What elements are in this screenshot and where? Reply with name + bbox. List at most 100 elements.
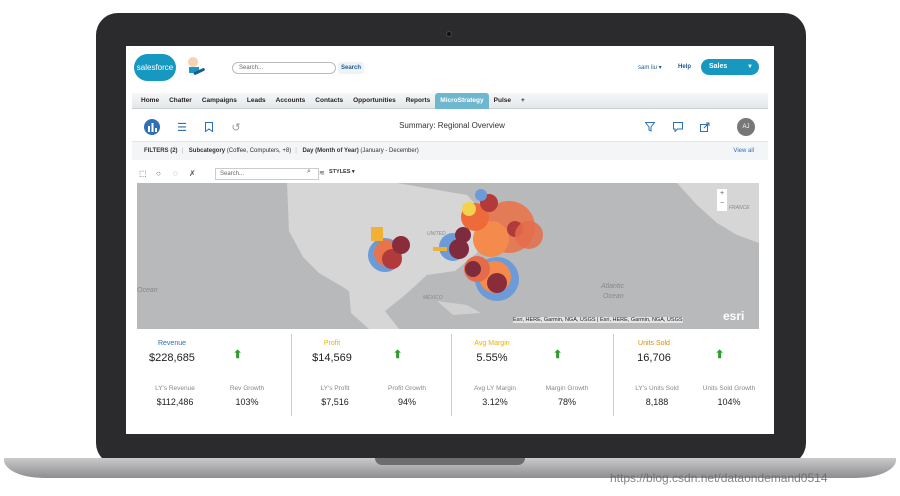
tab-opportunities[interactable]: Opportunities bbox=[353, 96, 396, 104]
kpi-card-revenue[interactable]: Revenue $228,685 ⬆ LY's Revenue $112,486 Rev … bbox=[137, 330, 289, 420]
bookmark-icon[interactable] bbox=[201, 119, 217, 135]
arrow-up-icon: ⬆ bbox=[233, 349, 243, 361]
bubble-cluster-east[interactable] bbox=[433, 189, 543, 301]
camera-icon bbox=[446, 31, 452, 37]
tab-bar: Home Chatter Campaigns Leads Accounts Contact… bbox=[132, 92, 768, 109]
share-icon[interactable] bbox=[697, 119, 713, 135]
kpi-title: Revenue bbox=[157, 340, 187, 347]
search-button[interactable]: Search bbox=[338, 62, 364, 74]
clear-selection-icon[interactable]: ✗ bbox=[189, 169, 196, 178]
kpi-growth-label: Profit Growth bbox=[388, 385, 426, 392]
tab-home[interactable]: Home bbox=[141, 96, 160, 104]
microstrategy-toolbar: ☰ ↺ Summary: Regional Overview AJ bbox=[132, 112, 768, 142]
kpi-growth-value: 103% bbox=[235, 397, 259, 407]
tab-accounts[interactable]: Accounts bbox=[275, 96, 306, 104]
kpi-value: $228,685 bbox=[149, 352, 195, 364]
map-toolbar: ⬚ ○ ◌ ✗ Search... ⌕ ≋ STYLES ▾ bbox=[137, 166, 759, 182]
esri-logo: esri bbox=[723, 309, 745, 323]
filter-day-name: Day (Month of Year) bbox=[302, 148, 359, 154]
comment-icon[interactable] bbox=[670, 119, 686, 135]
user-menu[interactable]: sam liu ▾ bbox=[638, 65, 662, 71]
filter-icon[interactable] bbox=[642, 119, 658, 135]
bubble-map[interactable]: + − UNITED MÉXICO Atlantic Ocean Ocean FR… bbox=[137, 183, 759, 329]
watermark-text: https://blog.csdn.net/dataondemand0514 bbox=[610, 471, 828, 485]
arrow-up-icon: ⬆ bbox=[553, 349, 563, 361]
map-zoom-control[interactable]: + − bbox=[717, 189, 727, 211]
kpi-growth-value: 78% bbox=[557, 397, 576, 407]
arrow-up-icon: ⬆ bbox=[393, 349, 403, 361]
tab-microstrategy[interactable]: MicroStrategy bbox=[435, 92, 489, 109]
kpi-ly-label: LY's Revenue bbox=[155, 385, 195, 392]
tab-reports[interactable]: Reports bbox=[405, 96, 431, 104]
layers-icon[interactable]: ≋ bbox=[319, 170, 325, 177]
tab-leads[interactable]: Leads bbox=[246, 96, 266, 104]
kpi-divider bbox=[291, 334, 292, 416]
filter-subcategory-name: Subcategory bbox=[188, 148, 226, 154]
styles-dropdown[interactable]: STYLES ▾ bbox=[329, 169, 355, 175]
help-link[interactable]: Help bbox=[678, 64, 692, 70]
kpi-growth-value: 104% bbox=[717, 397, 741, 407]
map-label-mexico: MÉXICO bbox=[423, 295, 443, 301]
kpi-title: Avg Margin bbox=[474, 340, 510, 347]
page-title: Summary: Regional Overview bbox=[399, 121, 505, 130]
salesforce-logo[interactable]: salesforce bbox=[134, 54, 176, 81]
filters-label: FILTERS (2) bbox=[144, 148, 178, 154]
tab-pulse[interactable]: Pulse bbox=[493, 96, 511, 104]
kpi-ly-label: LY's Units Sold bbox=[635, 385, 679, 392]
dashboard-icon[interactable] bbox=[144, 119, 160, 135]
rectangle-select-icon[interactable]: ⬚ bbox=[139, 169, 147, 178]
map-label-france: FRANCE bbox=[729, 205, 750, 211]
kpi-ly-label: Avg LY Margin bbox=[474, 385, 516, 392]
tab-campaigns[interactable]: Campaigns bbox=[201, 96, 237, 104]
kpi-ly-value: 3.12% bbox=[482, 397, 508, 407]
tab-chatter[interactable]: Chatter bbox=[169, 96, 192, 104]
tab-add[interactable]: + bbox=[520, 96, 525, 104]
salesforce-header: salesforce Search... Search sam liu ▾ He… bbox=[126, 46, 774, 90]
kpi-card-units-sold[interactable]: Units Sold 16,706 ⬆ LY's Units Sold 8,188 Uni… bbox=[619, 330, 771, 420]
screen: salesforce Search... Search sam liu ▾ He… bbox=[126, 46, 774, 434]
global-search-input[interactable]: Search... bbox=[232, 62, 336, 74]
app-switcher-label: Sales bbox=[709, 63, 728, 70]
map-search-input[interactable]: Search... bbox=[215, 168, 319, 180]
map-label-pacific-ocean: Ocean bbox=[137, 287, 158, 294]
bubble-cluster-west[interactable] bbox=[368, 227, 410, 272]
arrow-up-icon: ⬆ bbox=[715, 349, 725, 361]
map-canvas bbox=[287, 183, 759, 329]
history-icon[interactable]: ↺ bbox=[231, 121, 241, 134]
lasso-select-icon[interactable]: ◌ bbox=[173, 169, 178, 178]
kpi-title: Profit bbox=[323, 340, 341, 347]
kpi-ly-value: $7,516 bbox=[321, 397, 349, 407]
filter-subcategory-value: (Coffee, Computers, +8) bbox=[226, 148, 292, 154]
kpi-title: Units Sold bbox=[638, 340, 670, 347]
laptop-notch bbox=[375, 458, 525, 465]
view-all-link[interactable]: View all bbox=[733, 148, 754, 154]
kpi-ly-value: 8,188 bbox=[645, 397, 669, 407]
filter-day-value: (January - December) bbox=[360, 148, 419, 154]
kpi-value: 16,706 bbox=[637, 352, 671, 364]
kpi-card-avg-margin[interactable]: Avg Margin 5.55% ⬆ Avg LY Margin 3.12% Margin… bbox=[457, 330, 609, 420]
tab-contacts[interactable]: Contacts bbox=[315, 96, 344, 104]
kpi-ly-label: LY's Profit bbox=[320, 385, 350, 392]
filter-summary-bar[interactable]: FILTERS (2) | Subcategory (Coffee, Comput… bbox=[132, 142, 768, 160]
user-avatar[interactable]: AJ bbox=[737, 118, 755, 136]
kpi-growth-label: Units Sold Growth bbox=[702, 385, 756, 392]
kpi-divider bbox=[451, 334, 452, 416]
kpi-growth-value: 94% bbox=[397, 397, 416, 407]
search-icon[interactable]: ⌕ bbox=[307, 168, 311, 175]
map-label-atlantic: Atlantic bbox=[601, 283, 624, 290]
kpi-value: 5.55% bbox=[476, 352, 508, 364]
kpi-card-profit[interactable]: Profit $14,569 ⬆ LY's Profit $7,516 Profit Gr… bbox=[297, 330, 449, 420]
chevron-down-icon: ▼ bbox=[747, 64, 753, 70]
kpi-growth-label: Margin Growth bbox=[545, 385, 589, 392]
table-of-contents-icon[interactable]: ☰ bbox=[177, 121, 187, 134]
laptop-base bbox=[4, 458, 896, 478]
mascot-icon bbox=[188, 57, 205, 75]
map-attribution: Esri, HERE, Garmin, NGA, USGS | Esri, HE… bbox=[513, 317, 683, 323]
kpi-value: $14,569 bbox=[312, 352, 352, 364]
app-switcher-button[interactable]: Sales ▼ bbox=[701, 59, 759, 75]
kpi-growth-label: Rev Growth bbox=[229, 385, 265, 392]
kpi-row: Revenue $228,685 ⬆ LY's Revenue $112,486 Rev … bbox=[137, 330, 759, 420]
kpi-ly-value: $112,486 bbox=[156, 397, 194, 407]
circle-select-icon[interactable]: ○ bbox=[156, 169, 161, 178]
kpi-divider bbox=[613, 334, 614, 416]
